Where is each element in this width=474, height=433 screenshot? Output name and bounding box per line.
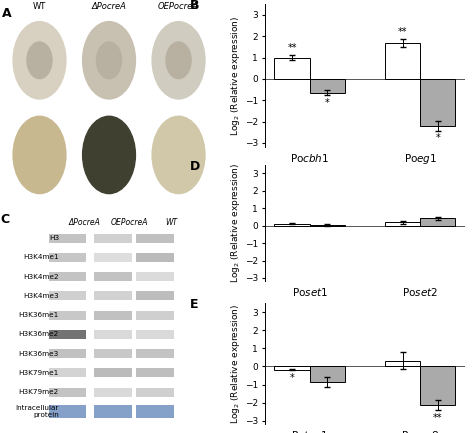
FancyBboxPatch shape [94,272,132,281]
Text: H3K4me3: H3K4me3 [23,293,59,299]
FancyBboxPatch shape [48,349,86,358]
FancyBboxPatch shape [48,253,86,262]
FancyBboxPatch shape [94,405,132,418]
Text: H3K36me1: H3K36me1 [18,312,59,318]
FancyBboxPatch shape [136,291,173,301]
FancyBboxPatch shape [94,368,132,378]
Text: OEPocreA: OEPocreA [111,217,149,226]
Y-axis label: Log$_2$ (Relative expression): Log$_2$ (Relative expression) [229,304,242,424]
Text: **: ** [287,43,297,53]
FancyBboxPatch shape [94,233,132,242]
Y-axis label: Log$_2$ (Relative expression): Log$_2$ (Relative expression) [229,163,242,283]
Bar [310,79,345,93]
Bar [310,366,345,382]
FancyBboxPatch shape [136,310,173,320]
FancyBboxPatch shape [136,253,173,262]
FancyBboxPatch shape [48,330,86,339]
FancyBboxPatch shape [94,253,132,262]
Text: H3K79me2: H3K79me2 [18,389,59,395]
Text: H3K4me2: H3K4me2 [23,274,59,280]
FancyBboxPatch shape [48,310,86,320]
Bar [420,366,456,405]
Circle shape [97,42,121,79]
Text: Intracellular
protein: Intracellular protein [16,405,59,418]
FancyBboxPatch shape [136,405,173,418]
Text: VMMG: VMMG [0,56,1,65]
FancyBboxPatch shape [48,291,86,301]
FancyBboxPatch shape [94,310,132,320]
Bar [385,43,420,79]
Circle shape [13,22,66,99]
Circle shape [166,42,191,79]
FancyBboxPatch shape [94,388,132,397]
Bar [310,225,345,226]
Y-axis label: Log$_2$ (Relative expression): Log$_2$ (Relative expression) [229,16,242,136]
Circle shape [82,22,136,99]
FancyBboxPatch shape [94,291,132,301]
Bar [420,218,456,226]
Text: WT: WT [33,3,46,11]
FancyBboxPatch shape [94,349,132,358]
Text: OEPocreA: OEPocreA [158,3,199,11]
FancyBboxPatch shape [136,388,173,397]
Text: ΔPocreA: ΔPocreA [91,3,127,11]
Text: C: C [0,213,9,226]
Text: **: ** [433,413,443,423]
FancyBboxPatch shape [48,272,86,281]
FancyBboxPatch shape [136,233,173,242]
Circle shape [27,42,52,79]
FancyBboxPatch shape [136,368,173,378]
Text: VMMC: VMMC [0,147,1,156]
Text: **: ** [398,27,407,37]
Circle shape [152,22,205,99]
FancyBboxPatch shape [136,330,173,339]
FancyBboxPatch shape [48,368,86,378]
Bar [274,366,310,370]
FancyBboxPatch shape [48,388,86,397]
Text: E: E [190,298,198,311]
Circle shape [13,116,66,194]
Text: ΔPocreA: ΔPocreA [68,217,100,226]
Text: *: * [290,372,294,383]
Text: H3: H3 [49,235,59,241]
Bar [385,223,420,226]
Text: H3K36me3: H3K36me3 [18,351,59,357]
Text: *: * [325,98,330,108]
Text: *: * [436,133,440,143]
Bar [274,223,310,226]
FancyBboxPatch shape [136,272,173,281]
Text: H3K79me1: H3K79me1 [18,370,59,376]
Circle shape [82,116,136,194]
FancyBboxPatch shape [48,405,86,418]
Text: D: D [190,160,200,173]
Text: WT: WT [165,217,178,226]
Text: H3K4me1: H3K4me1 [23,255,59,260]
Circle shape [152,116,205,194]
Text: B: B [190,0,199,12]
Bar [274,58,310,79]
Text: H3K36me2: H3K36me2 [18,331,59,337]
Bar [420,79,456,126]
Text: A: A [2,7,11,20]
Bar [385,361,420,366]
FancyBboxPatch shape [136,349,173,358]
FancyBboxPatch shape [48,233,86,242]
FancyBboxPatch shape [94,330,132,339]
